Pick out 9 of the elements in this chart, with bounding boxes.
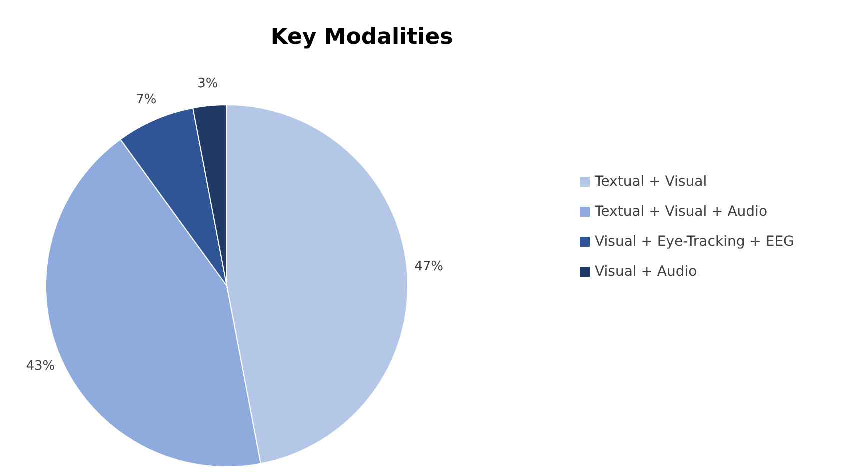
legend-label: Textual + Visual + Audio (594, 204, 768, 220)
data-label: 3% (198, 76, 218, 92)
data-label: 47% (414, 259, 444, 274)
legend-label: Visual + Eye-Tracking + EEG (595, 234, 794, 250)
legend-label: Visual + Audio (595, 264, 698, 280)
data-label: 43% (26, 359, 56, 374)
chart-title: Key Modalities (270, 25, 454, 50)
data-label: 7% (136, 92, 157, 108)
legend-label: Textual + Visual (594, 174, 708, 190)
